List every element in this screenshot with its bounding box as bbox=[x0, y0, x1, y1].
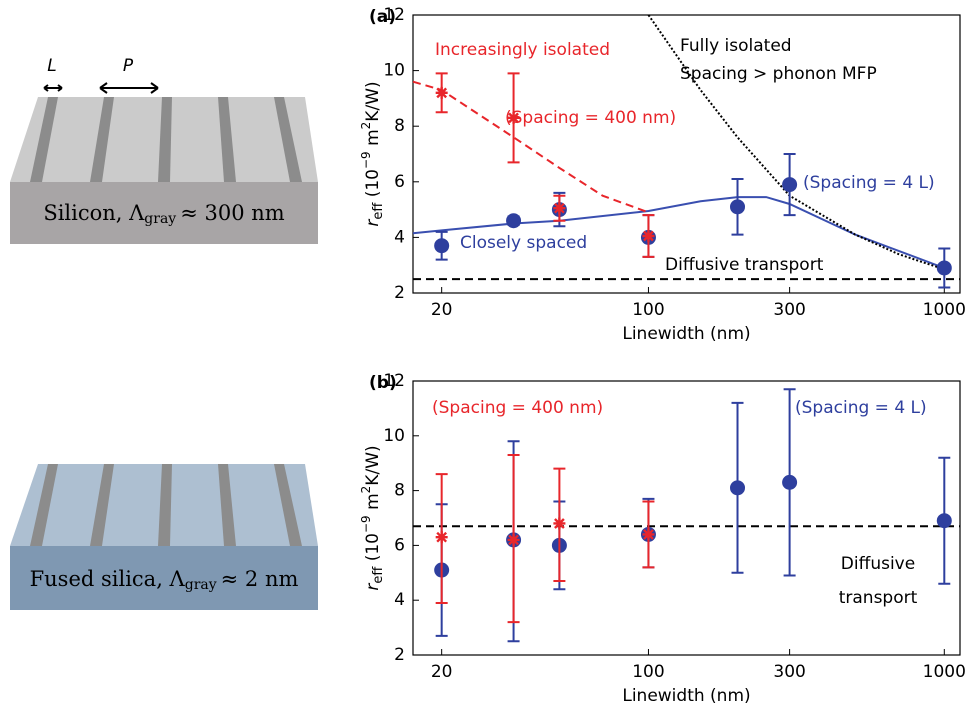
y-tick-label: 2 bbox=[394, 283, 405, 303]
annotation: (Spacing = 4 L) bbox=[795, 398, 927, 418]
y-label-part: m bbox=[363, 129, 383, 151]
point bbox=[434, 238, 449, 253]
label-P: P bbox=[123, 56, 134, 76]
label-L: L bbox=[47, 56, 56, 76]
annotation: Diffusive transport bbox=[665, 255, 824, 275]
point bbox=[436, 87, 448, 99]
plot-frame bbox=[413, 381, 960, 655]
annotation: Spacing > phonon MFP bbox=[680, 64, 877, 84]
annotation: Increasingly isolated bbox=[435, 40, 610, 60]
y-label-part: K/W) bbox=[363, 445, 383, 485]
x-tick-label: 1000 bbox=[923, 300, 966, 320]
point bbox=[782, 177, 797, 192]
x-tick-label: 300 bbox=[773, 662, 805, 682]
y-label-part: m bbox=[363, 493, 383, 515]
y-label-part: 2 bbox=[359, 122, 373, 130]
y-tick-label: 12 bbox=[383, 371, 405, 391]
caption-text: ≈ 2 nm bbox=[221, 567, 299, 591]
curve bbox=[413, 82, 649, 213]
point bbox=[937, 513, 952, 528]
dimension-arrows bbox=[44, 83, 158, 93]
page: L P Silicon, Λgray≈ 300 nm Fused silica,… bbox=[0, 0, 971, 721]
y-axis-label: reff (10−9 m2K/W) bbox=[359, 81, 386, 226]
y-label-part: (10 bbox=[363, 533, 383, 567]
point bbox=[730, 199, 745, 214]
y-label-part: −9 bbox=[359, 151, 373, 169]
figure: L P Silicon, Λgray≈ 300 nm Fused silica,… bbox=[0, 0, 971, 717]
y-tick-label: 8 bbox=[394, 481, 405, 501]
annotation: transport bbox=[839, 588, 918, 608]
y-tick-label: 4 bbox=[394, 590, 405, 610]
y-tick-label: 10 bbox=[383, 426, 405, 446]
point bbox=[642, 528, 654, 540]
y-label-part: eff bbox=[371, 202, 386, 220]
y-label-part: eff bbox=[371, 566, 386, 584]
y-axis-label: reff (10−9 m2K/W) bbox=[359, 445, 386, 590]
caption: Fused silica, Λgray≈ 2 nm bbox=[30, 567, 299, 594]
annotation: (Spacing = 400 nm) bbox=[432, 398, 603, 418]
illustration-fused-silica: Fused silica, Λgray≈ 2 nm bbox=[10, 464, 318, 610]
point bbox=[436, 531, 448, 543]
y-tick-label: 4 bbox=[394, 227, 405, 247]
point bbox=[506, 213, 521, 228]
y-tick-label: 6 bbox=[394, 535, 405, 555]
y-label-part: K/W) bbox=[363, 81, 383, 121]
y-label-part: −9 bbox=[359, 515, 373, 533]
point bbox=[642, 230, 654, 242]
x-axis-label: Linewidth (nm) bbox=[622, 686, 750, 706]
x-tick-label: 20 bbox=[431, 300, 453, 320]
y-tick-label: 10 bbox=[383, 61, 405, 81]
annotation: (Spacing = 4 L) bbox=[803, 173, 935, 193]
y-tick-label: 6 bbox=[394, 172, 405, 192]
point bbox=[553, 517, 565, 529]
point bbox=[508, 534, 520, 546]
caption-sub: gray bbox=[144, 211, 176, 227]
point bbox=[937, 260, 952, 275]
y-tick-label: 8 bbox=[394, 116, 405, 136]
point bbox=[730, 480, 745, 495]
x-tick-label: 1000 bbox=[923, 662, 966, 682]
caption-sub: gray bbox=[185, 577, 217, 593]
caption-text: ≈ 300 nm bbox=[180, 201, 285, 225]
point bbox=[553, 202, 565, 214]
caption-text: Silicon, Λ bbox=[43, 201, 145, 225]
y-label-part: 2 bbox=[359, 486, 373, 494]
y-label-part: (10 bbox=[363, 169, 383, 203]
caption-text: Fused silica, Λ bbox=[30, 567, 186, 591]
point bbox=[782, 475, 797, 490]
annotation: Fully isolated bbox=[680, 36, 792, 56]
annotation: Closely spaced bbox=[460, 233, 587, 253]
illustration-silicon: L P Silicon, Λgray≈ 300 nm bbox=[10, 56, 318, 244]
y-tick-label: 2 bbox=[394, 645, 405, 665]
x-tick-label: 20 bbox=[431, 662, 453, 682]
annotation: (Spacing = 400 nm) bbox=[505, 108, 676, 128]
x-tick-label: 100 bbox=[632, 300, 664, 320]
annotation: Diffusive bbox=[841, 554, 915, 574]
x-tick-label: 300 bbox=[773, 300, 805, 320]
x-axis-label: Linewidth (nm) bbox=[622, 324, 750, 344]
y-tick-label: 12 bbox=[383, 5, 405, 25]
x-tick-label: 100 bbox=[632, 662, 664, 682]
